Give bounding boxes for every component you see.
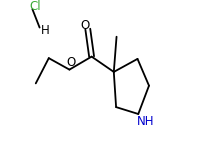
- Text: Cl: Cl: [29, 0, 41, 13]
- Text: O: O: [66, 56, 75, 69]
- Text: H: H: [41, 24, 49, 37]
- Text: O: O: [80, 19, 90, 32]
- Text: NH: NH: [137, 115, 154, 128]
